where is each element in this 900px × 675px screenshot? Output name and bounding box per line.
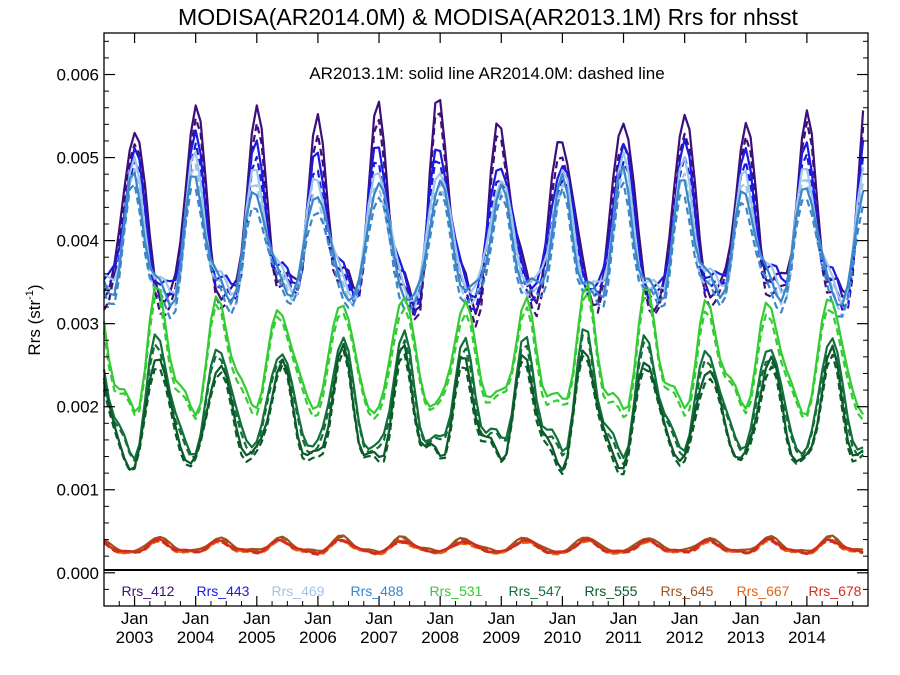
series-line-solid-rrs_488 [102, 165, 865, 308]
chart-title: MODISA(AR2014.0M) & MODISA(AR2013.1M) Rr… [178, 4, 798, 30]
x-tick-month: Jan [426, 609, 453, 628]
y-tick-label: 0.002 [56, 398, 99, 417]
x-tick-month: Jan [365, 609, 392, 628]
y-axis-label: Rrs (str-1) [24, 284, 44, 355]
legend-item-rrs_488: Rrs_488 [351, 583, 404, 599]
y-tick-label: 0.003 [56, 315, 99, 334]
y-tick-label: 0.005 [56, 149, 99, 168]
y-axis: 0.000 0.001 0.002 0.003 0.004 0.005 0.006 [56, 40, 868, 590]
x-tick-year: 2010 [543, 628, 581, 647]
legend: Rrs_412 Rrs_443 Rrs_469 Rrs_488 Rrs_531 Rrs_5… [122, 583, 862, 599]
x-tick-month: Jan [488, 609, 515, 628]
x-tick-year: 2003 [116, 628, 154, 647]
series-line-solid-rrs_531 [102, 283, 865, 417]
x-tick-month: Jan [243, 609, 270, 628]
x-tick-month: Jan [182, 609, 209, 628]
x-axis: Jan2003Jan2004Jan2005Jan2006Jan2007Jan20… [103, 33, 854, 647]
series-line-solid-rrs_555 [102, 342, 864, 472]
x-tick-year: 2006 [299, 628, 337, 647]
legend-item-rrs_469: Rrs_469 [272, 583, 325, 599]
y-tick-label: 0.006 [56, 66, 99, 85]
series-layer [102, 98, 865, 556]
series-line-dashed-rrs_531 [102, 291, 864, 421]
x-tick-year: 2004 [177, 628, 215, 647]
legend-item-rrs_555: Rrs_555 [585, 583, 638, 599]
chart-annotation: AR2013.1M: solid line AR2014.0M: dashed … [309, 64, 664, 83]
series-line-dashed-rrs_678 [103, 538, 864, 556]
x-tick-month: Jan [304, 609, 331, 628]
x-tick-month: Jan [671, 609, 698, 628]
y-axis-label-sup: -1 [24, 290, 36, 300]
x-tick-year: 2005 [238, 628, 276, 647]
x-tick-year: 2011 [605, 628, 642, 647]
legend-item-rrs_547: Rrs_547 [509, 583, 562, 599]
y-tick-label: 0.001 [56, 481, 99, 500]
y-tick-label: 0.000 [56, 564, 99, 583]
x-tick-month: Jan [793, 609, 820, 628]
x-tick-year: 2008 [421, 628, 459, 647]
x-tick-year: 2009 [482, 628, 520, 647]
series-line-dashed-rrs_488 [102, 181, 865, 320]
series-line-dashed-rrs_645 [103, 535, 864, 555]
legend-item-rrs_443: Rrs_443 [197, 583, 250, 599]
series-line-dashed-rrs_555 [102, 349, 864, 476]
x-tick-month: Jan [610, 609, 637, 628]
x-tick-year: 2012 [666, 628, 704, 647]
x-tick-month: Jan [549, 609, 576, 628]
y-axis-label-main: Rrs (str [25, 300, 44, 356]
x-tick-year: 2014 [788, 628, 826, 647]
legend-item-rrs_412: Rrs_412 [122, 583, 175, 599]
x-tick-year: 2013 [727, 628, 765, 647]
y-tick-label: 0.004 [56, 232, 99, 251]
x-tick-month: Jan [121, 609, 148, 628]
legend-item-rrs_667: Rrs_667 [737, 583, 790, 599]
legend-item-rrs_531: Rrs_531 [430, 583, 483, 599]
plot-frame [103, 32, 869, 607]
x-tick-month: Jan [732, 609, 759, 628]
y-axis-label-close: ) [25, 284, 44, 290]
legend-item-rrs_645: Rrs_645 [661, 583, 714, 599]
legend-item-rrs_678: Rrs_678 [809, 583, 862, 599]
x-tick-year: 2007 [360, 628, 398, 647]
